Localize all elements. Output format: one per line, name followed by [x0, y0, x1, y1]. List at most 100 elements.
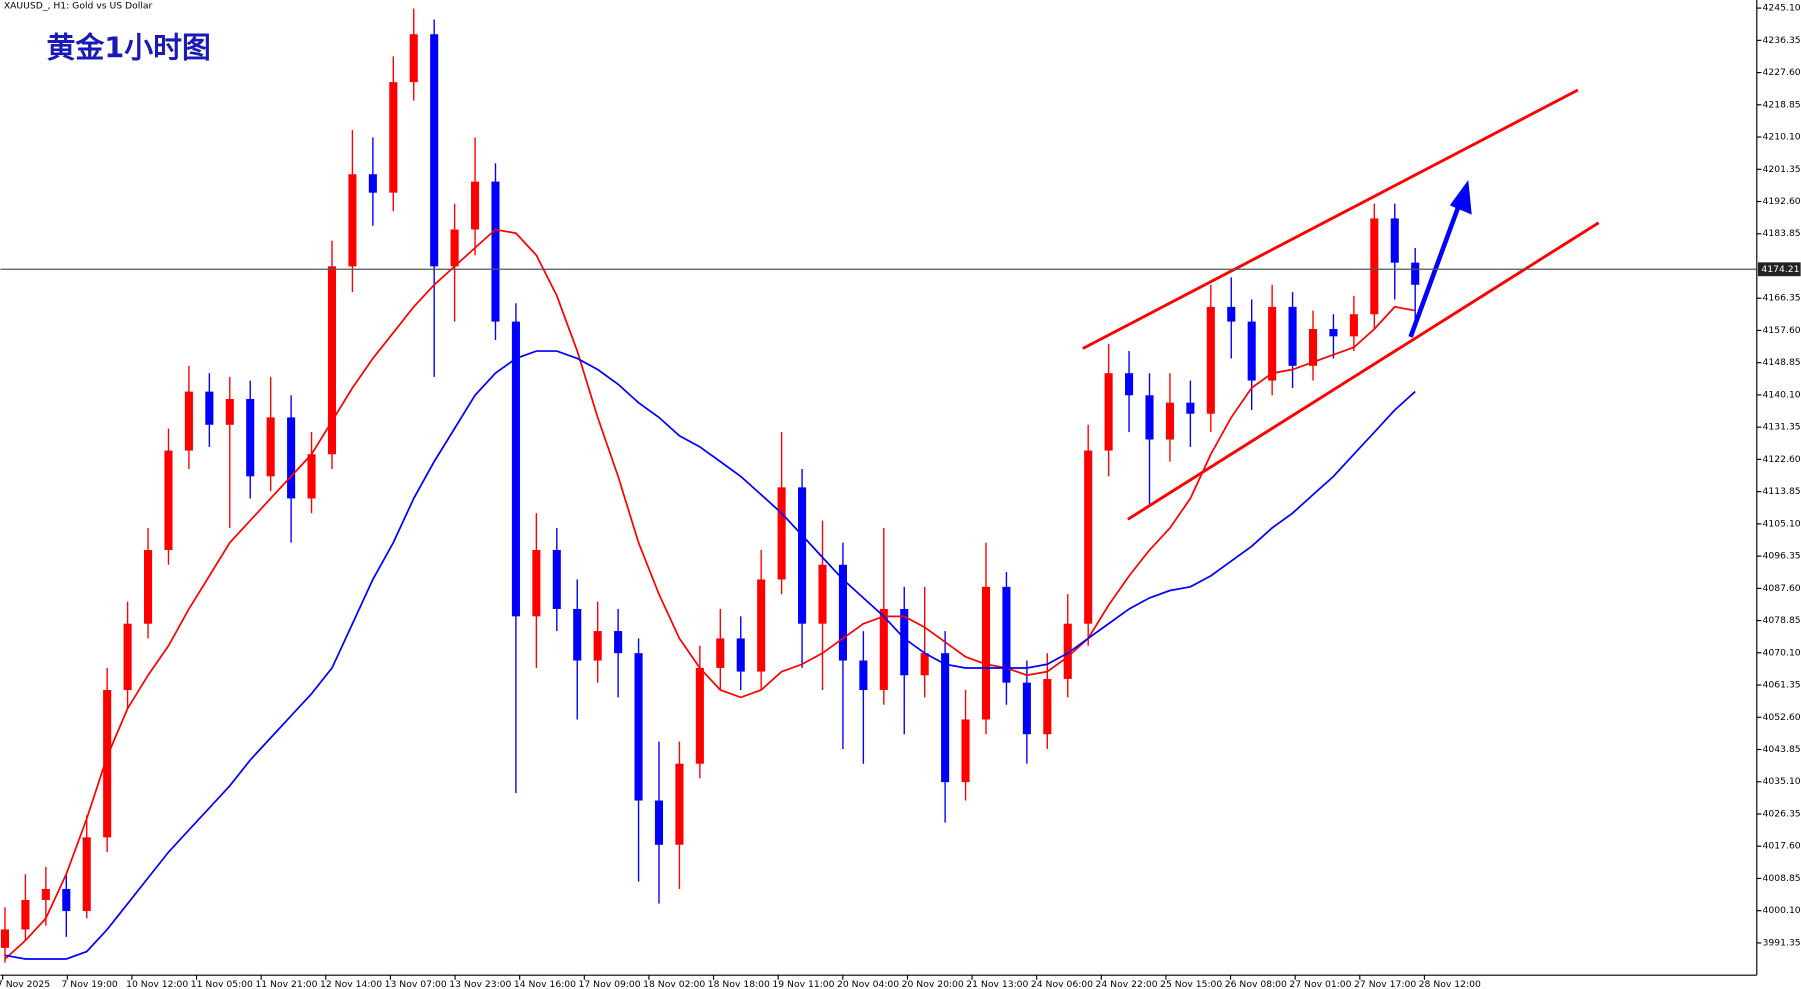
candle-body: [1308, 328, 1318, 366]
candle-body: [430, 34, 439, 267]
symbol-title: XAUUSD_, H1: Gold vs US Dollar: [4, 0, 153, 11]
candle-body: [246, 398, 255, 477]
y-tick-label: 4008.85: [1763, 873, 1801, 884]
candle-body: [1227, 306, 1236, 322]
x-tick-label: 20 Nov 20:00: [902, 979, 964, 989]
candle-body: [1247, 321, 1256, 381]
y-tick-label: 4017.60: [1763, 841, 1801, 852]
candle-body: [552, 550, 561, 609]
candle-body: [941, 653, 950, 783]
candle-body: [1349, 314, 1358, 337]
x-tick-label: 17 Nov 09:00: [579, 979, 641, 989]
x-tick-label: 18 Nov 18:00: [708, 979, 770, 989]
candle-body: [1206, 306, 1215, 414]
y-tick-label: 4035.10: [1763, 776, 1801, 787]
candle-body: [716, 638, 725, 668]
candle-body: [695, 667, 704, 764]
moving-average: [4, 228, 1416, 960]
x-tick-label: 21 Nov 13:00: [966, 979, 1028, 989]
candle-body: [593, 631, 602, 661]
candle-body: [1165, 402, 1174, 440]
candle-body: [859, 660, 868, 691]
candle-body: [123, 623, 132, 691]
candle-body: [920, 653, 929, 676]
y-tick-label: 4140.10: [1763, 389, 1801, 400]
candle-body: [307, 454, 316, 499]
x-tick-label: 26 Nov 08:00: [1225, 979, 1287, 989]
x-tick-label: 18 Nov 02:00: [643, 979, 705, 989]
candle-body: [184, 391, 193, 451]
channel-lower: [1127, 221, 1600, 521]
candle-body: [1022, 682, 1031, 735]
x-tick-label: 10 Nov 12:00: [126, 979, 188, 989]
x-tick-label: 14 Nov 16:00: [514, 979, 576, 989]
y-tick-label: 4245.10: [1763, 3, 1801, 14]
candle-body: [450, 229, 459, 267]
x-tick-label: 11 Nov 21:00: [255, 979, 317, 989]
x-tick-label: 27 Nov 17:00: [1354, 979, 1416, 989]
y-tick-label: 4052.60: [1763, 712, 1801, 723]
candle-body: [1288, 306, 1297, 366]
candle-body: [225, 398, 234, 425]
y-tick-label: 4183.85: [1763, 228, 1801, 239]
y-tick-label: 4122.60: [1763, 454, 1801, 465]
candle-body: [144, 550, 153, 624]
y-tick-label: 4166.35: [1763, 293, 1801, 304]
candle-body: [287, 417, 296, 499]
y-tick-label: 4000.10: [1763, 905, 1801, 916]
x-tick-label: 25 Nov 15:00: [1160, 979, 1222, 989]
candle-body: [614, 631, 623, 654]
x-tick-label: 11 Nov 05:00: [191, 979, 253, 989]
x-tick-label: 7 Nov 2025: [0, 979, 50, 989]
x-tick-label: 13 Nov 23:00: [449, 979, 511, 989]
candle-body: [838, 564, 847, 661]
y-tick-label: 3991.35: [1763, 937, 1801, 948]
y-tick-label: 4148.85: [1763, 357, 1801, 368]
x-tick-label: 13 Nov 07:00: [385, 979, 447, 989]
candle-body: [1329, 328, 1338, 337]
candle-body: [961, 719, 970, 783]
y-tick-label: 4201.35: [1763, 164, 1801, 175]
candle-body: [1411, 262, 1420, 285]
candle-body: [1084, 450, 1093, 624]
candle-body: [532, 550, 541, 617]
candle-body: [103, 690, 112, 838]
candle-body: [348, 174, 357, 267]
y-tick-label: 4043.85: [1763, 744, 1801, 755]
candle-body: [471, 181, 480, 230]
candle-body: [654, 800, 664, 845]
chart-title: 黄金1小时图: [47, 31, 211, 65]
y-tick-label: 4218.85: [1763, 99, 1801, 110]
candle-body: [1063, 623, 1072, 679]
candle-body: [573, 608, 582, 661]
y-tick-label: 4236.35: [1763, 35, 1801, 46]
candle-body: [777, 487, 786, 580]
candle-body: [266, 417, 275, 477]
candle-body: [82, 837, 91, 912]
x-tick-label: 20 Nov 04:00: [837, 979, 899, 989]
candle-body: [736, 638, 745, 672]
y-tick-label: 4210.10: [1763, 132, 1801, 143]
y-tick-label: 4157.60: [1763, 325, 1801, 336]
candle-body: [675, 763, 684, 845]
candle-body: [900, 608, 909, 676]
current-price-box: [1757, 262, 1801, 277]
y-tick-label: 4061.35: [1763, 680, 1801, 691]
y-tick-label: 4026.35: [1763, 808, 1801, 819]
y-tick-label: 4227.60: [1763, 67, 1801, 78]
candle-body: [1043, 678, 1052, 735]
y-tick-label: 4192.60: [1763, 196, 1801, 207]
candle-body: [21, 899, 30, 930]
candle-body: [368, 174, 377, 193]
candle-body: [41, 888, 50, 900]
candle-body: [981, 586, 991, 720]
candle-body: [164, 450, 173, 551]
candle-body: [327, 266, 337, 455]
x-tick-label: 24 Nov 06:00: [1031, 979, 1093, 989]
candle-body: [757, 579, 766, 672]
candle-body: [1104, 373, 1113, 451]
x-tick-label: 7 Nov 19:00: [62, 979, 118, 989]
candle-body: [1370, 218, 1379, 315]
